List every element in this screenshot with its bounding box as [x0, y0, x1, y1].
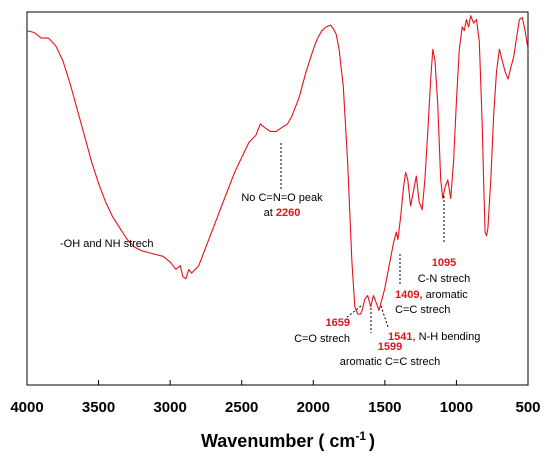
- annotation-leader-line: [380, 305, 389, 328]
- x-tick-label: 1000: [440, 399, 473, 416]
- x-tick-label: 3000: [153, 399, 186, 416]
- x-axis-title: Wavenumber ( cm-1): [201, 429, 375, 451]
- annotation-c1409-line: 1409, aromatic: [395, 289, 468, 301]
- annotation-text: aromatic: [423, 289, 469, 301]
- annotation-value: 1541: [388, 331, 412, 343]
- annotation-cno-line: at 2260: [264, 207, 301, 219]
- x-axis-title-main: Wavenumber ( cm: [201, 431, 355, 451]
- annotations: -OH and NH strech No C=N=O peak at 2260 109…: [60, 143, 480, 368]
- annotation-c1659-line: 1659: [326, 317, 350, 329]
- plot-area: [26, 11, 529, 386]
- annotation-text: at: [264, 207, 276, 219]
- annotation-c1599-line: 1599: [378, 341, 402, 353]
- x-axis: 4000 3500 3000 2500 2000 1500 1000 500: [10, 380, 541, 416]
- annotation-cn-line: 1095: [432, 257, 456, 269]
- x-tick-label: 4000: [10, 399, 43, 416]
- annotation-c1409-line: C=C strech: [395, 304, 450, 316]
- annotation-ohnh-line: -OH and NH strech: [60, 238, 154, 250]
- x-tick-label: 3500: [82, 399, 115, 416]
- x-tick-label: 1500: [368, 399, 401, 416]
- annotation-c1599-line: aromatic C=C strech: [340, 356, 441, 368]
- annotation-cno-line: No C=N=O peak: [241, 192, 323, 204]
- annotation-leader-line: [345, 305, 362, 319]
- annotation-cn-line: C-N strech: [418, 273, 471, 285]
- annotation-c1541-line: 1541, N-H bending: [388, 331, 480, 343]
- annotation-value: 1409,: [395, 289, 423, 301]
- x-axis-title-end: ): [369, 431, 375, 451]
- plot-frame: [26, 11, 529, 386]
- x-tick-label: 2500: [225, 399, 258, 416]
- spectrum-line-0: [26, 15, 529, 315]
- x-tick-label: 2000: [297, 399, 330, 416]
- x-axis-title-sup: -1: [355, 429, 366, 443]
- annotation-value: 2260: [276, 207, 300, 219]
- annotation-c1659-line: C=O strech: [294, 333, 350, 345]
- x-tick-label: 500: [515, 399, 540, 416]
- annotation-text: , N-H bending: [412, 331, 480, 343]
